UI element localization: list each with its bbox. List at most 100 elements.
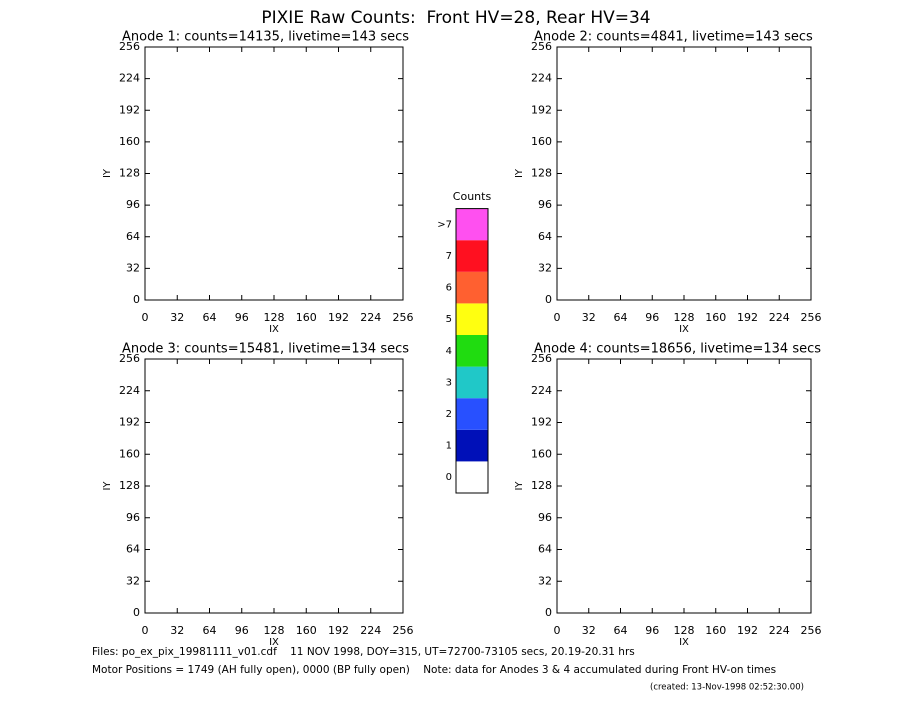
x-axis-label: IX [269, 637, 279, 648]
y-tick-label: 192 [531, 103, 552, 116]
footer-line: Files: po_ex_pix_19981111_v01.cdf 11 NOV… [92, 646, 635, 658]
colorbar-frame [455, 208, 489, 494]
y-tick-label: 64 [538, 543, 552, 556]
y-tick-label: 32 [126, 574, 140, 587]
colorbar-label: 2 [446, 409, 452, 420]
y-axis-label: IY [102, 168, 113, 178]
x-tick-label: 224 [769, 624, 790, 637]
y-tick-label: 96 [126, 198, 140, 211]
x-tick-label: 224 [769, 311, 790, 324]
colorbar-label: 0 [446, 472, 452, 483]
x-tick-label: 0 [554, 624, 561, 637]
colorbar-swatch [456, 461, 488, 493]
y-tick-label: 128 [119, 167, 140, 180]
x-tick-label: 96 [645, 624, 659, 637]
plot-frame [556, 358, 812, 614]
x-tick-label: 64 [203, 311, 217, 324]
y-tick-label: 224 [531, 72, 552, 85]
plot-frame [556, 46, 812, 301]
y-tick-label: 256 [531, 352, 552, 365]
y-tick-label: 32 [126, 261, 140, 274]
y-tick-label: 96 [126, 511, 140, 524]
colorbar-swatch [456, 335, 488, 367]
x-tick-label: 192 [328, 624, 349, 637]
x-tick-label: 128 [264, 311, 285, 324]
y-axis-label: IY [514, 481, 525, 491]
x-tick-label: 192 [737, 624, 758, 637]
x-tick-label: 96 [645, 311, 659, 324]
y-tick-label: 0 [133, 606, 140, 619]
y-tick-label: 96 [538, 198, 552, 211]
colorbar-label: 4 [446, 346, 452, 357]
footer-created: (created: 13-Nov-1998 02:52:30.00) [650, 683, 804, 693]
y-tick-label: 160 [119, 447, 140, 460]
x-tick-label: 160 [296, 624, 317, 637]
x-tick-label: 64 [614, 624, 628, 637]
x-tick-label: 96 [235, 624, 249, 637]
x-tick-label: 128 [674, 311, 695, 324]
colorbar-swatch [456, 303, 488, 335]
x-tick-label: 256 [393, 624, 414, 637]
y-axis-label: IY [514, 168, 525, 178]
y-tick-label: 64 [538, 230, 552, 243]
colorbar-swatch [456, 208, 488, 241]
colorbar-title: Counts [453, 190, 492, 203]
y-tick-label: 256 [119, 40, 140, 53]
y-tick-label: 0 [133, 293, 140, 306]
x-tick-label: 32 [582, 624, 596, 637]
x-tick-label: 0 [554, 311, 561, 324]
x-tick-label: 256 [801, 311, 822, 324]
x-tick-label: 192 [328, 311, 349, 324]
x-tick-label: 32 [170, 624, 184, 637]
colorbar-swatch [456, 429, 488, 462]
x-tick-label: 32 [170, 311, 184, 324]
x-tick-label: 96 [235, 311, 249, 324]
y-tick-label: 224 [119, 72, 140, 85]
x-tick-label: 160 [296, 311, 317, 324]
y-tick-label: 160 [531, 447, 552, 460]
colorbar-label: 7 [446, 251, 452, 262]
x-tick-label: 32 [582, 311, 596, 324]
y-axis-label: IY [102, 481, 113, 491]
y-tick-label: 256 [119, 352, 140, 365]
y-tick-label: 160 [119, 135, 140, 148]
y-tick-label: 64 [126, 230, 140, 243]
y-tick-label: 32 [538, 261, 552, 274]
y-tick-label: 128 [531, 479, 552, 492]
plot-frame [144, 46, 404, 301]
y-tick-label: 96 [538, 511, 552, 524]
x-tick-label: 0 [142, 311, 149, 324]
panel-title: Anode 3: counts=15481, livetime=134 secs [122, 342, 409, 357]
plot-frame [144, 358, 404, 614]
colorbar-swatch [456, 366, 488, 399]
y-tick-label: 256 [531, 40, 552, 53]
x-axis-label: IX [269, 324, 279, 335]
panel-title: Anode 2: counts=4841, livetime=143 secs [534, 30, 813, 45]
x-tick-label: 0 [142, 624, 149, 637]
y-tick-label: 0 [545, 606, 552, 619]
colorbar-label: 6 [446, 283, 452, 294]
colorbar-swatch [456, 271, 488, 304]
colorbar-label: 1 [446, 441, 452, 452]
y-tick-label: 192 [119, 416, 140, 429]
y-tick-label: 192 [531, 416, 552, 429]
x-tick-label: 64 [614, 311, 628, 324]
x-tick-label: 64 [203, 624, 217, 637]
y-tick-label: 64 [126, 543, 140, 556]
y-tick-label: 224 [119, 384, 140, 397]
footer-line: Motor Positions = 1749 (AH fully open), … [92, 664, 776, 676]
x-axis-label: IX [679, 637, 689, 648]
colorbar-label: >7 [437, 219, 452, 230]
y-tick-label: 32 [538, 574, 552, 587]
y-tick-label: 128 [531, 167, 552, 180]
colorbar-swatch [456, 398, 488, 430]
panel-title: Anode 1: counts=14135, livetime=143 secs [122, 30, 409, 45]
x-tick-label: 128 [674, 624, 695, 637]
x-tick-label: 224 [360, 624, 381, 637]
y-tick-label: 0 [545, 293, 552, 306]
y-tick-label: 224 [531, 384, 552, 397]
y-tick-label: 128 [119, 479, 140, 492]
panel-title: Anode 4: counts=18656, livetime=134 secs [534, 342, 821, 357]
page-title: PIXIE Raw Counts: Front HV=28, Rear HV=3… [261, 8, 650, 28]
